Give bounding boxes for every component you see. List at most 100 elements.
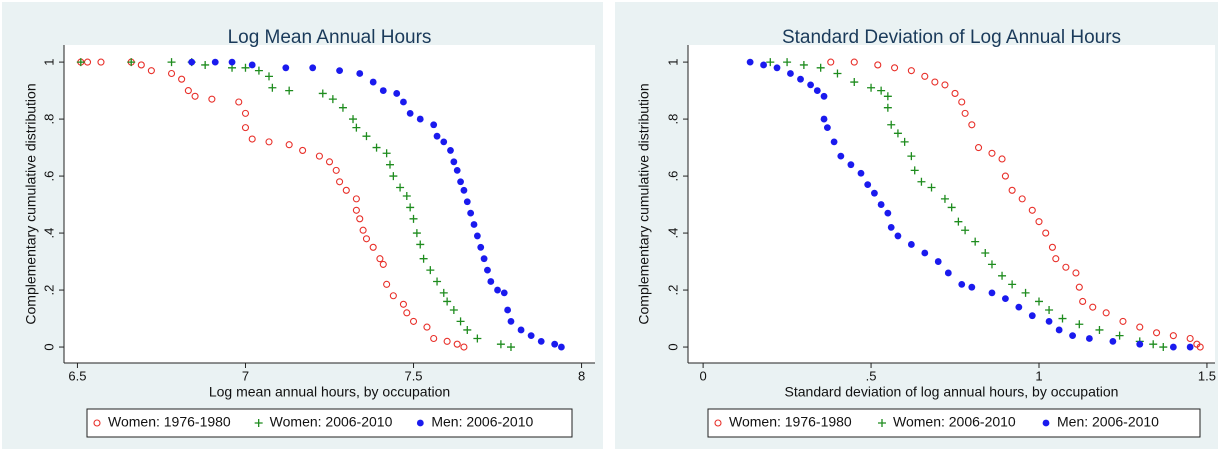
- data-point: [356, 215, 364, 223]
- data-point: [1045, 317, 1053, 325]
- data-point: [285, 141, 293, 149]
- data-point: [76, 58, 85, 67]
- data-point: [850, 58, 858, 66]
- data-point: [1042, 229, 1050, 237]
- data-point: [907, 152, 916, 161]
- data-point: [228, 58, 236, 66]
- data-point: [884, 209, 892, 217]
- data-point: [447, 147, 454, 154]
- data-point: [1102, 309, 1110, 317]
- legend-label: Men: 2006-2010: [431, 414, 533, 430]
- data-point: [893, 129, 902, 138]
- x-axis-label: Standard deviation of log annual hours, …: [785, 384, 1119, 400]
- data-point: [958, 280, 966, 288]
- data-point: [1028, 312, 1036, 320]
- x-tick-label: 0: [699, 368, 706, 383]
- data-point: [211, 58, 219, 66]
- data-point: [167, 69, 176, 78]
- data-point: [551, 340, 559, 348]
- data-point: [883, 92, 892, 101]
- data-point: [473, 232, 481, 240]
- data-point: [328, 95, 337, 104]
- data-point: [265, 72, 274, 81]
- data-point: [494, 286, 501, 294]
- data-point: [406, 203, 415, 212]
- data-point: [813, 87, 821, 94]
- data-point: [356, 70, 364, 77]
- data-point: [315, 152, 323, 160]
- y-axis-label: Complementary cumulative distribution: [636, 83, 652, 324]
- data-point: [416, 240, 425, 249]
- data-point: [383, 280, 391, 288]
- data-point: [850, 78, 859, 87]
- data-point: [877, 86, 886, 95]
- data-point: [359, 226, 367, 234]
- data-point: [241, 109, 250, 117]
- y-tick-label: 1: [665, 58, 680, 65]
- data-point: [338, 103, 347, 112]
- data-point: [907, 241, 915, 248]
- data-point: [453, 166, 461, 174]
- data-point: [927, 183, 936, 192]
- data-point: [500, 289, 508, 297]
- data-point: [443, 297, 452, 306]
- data-point: [460, 186, 468, 194]
- data-point: [746, 58, 754, 66]
- data-point: [309, 64, 317, 72]
- data-point: [248, 61, 256, 69]
- data-point: [944, 269, 952, 277]
- data-point: [1069, 332, 1076, 340]
- data-point: [921, 249, 929, 257]
- data-point: [147, 67, 155, 75]
- data-point: [760, 61, 767, 69]
- data-point: [871, 189, 878, 197]
- data-point: [807, 81, 814, 89]
- data-point: [1169, 332, 1177, 340]
- data-point: [282, 64, 290, 72]
- data-point: [1015, 303, 1023, 311]
- data-point: [1169, 343, 1177, 351]
- legend-box: [707, 408, 1201, 438]
- data-point: [1028, 206, 1036, 214]
- data-point: [389, 172, 398, 181]
- chart-title: Standard Deviation of Log Annual Hours: [782, 27, 1121, 48]
- legend-label: Women: 1976-1980: [729, 414, 852, 430]
- data-point: [1119, 317, 1127, 325]
- data-point: [352, 123, 361, 132]
- y-tick-label: .6: [41, 171, 56, 182]
- data-point: [1035, 297, 1043, 306]
- data-point: [403, 309, 411, 317]
- data-point: [1089, 303, 1097, 311]
- data-point: [265, 138, 273, 146]
- data-point: [1136, 340, 1144, 348]
- data-point: [430, 121, 438, 129]
- data-point: [342, 186, 350, 194]
- data-point: [787, 70, 794, 77]
- data-point: [352, 195, 360, 203]
- data-point: [1085, 335, 1093, 342]
- data-point: [396, 183, 405, 192]
- data-point: [1196, 343, 1204, 351]
- y-tick-label: .8: [665, 114, 680, 125]
- data-point: [349, 115, 358, 124]
- data-point: [379, 87, 387, 94]
- data-point: [947, 203, 956, 212]
- y-axis-label: Complementary cumulative distribution: [23, 83, 39, 324]
- data-point: [931, 78, 939, 86]
- data-point: [496, 340, 505, 349]
- data-point: [332, 166, 340, 174]
- legend-label: Women: 1976-1980: [108, 414, 231, 430]
- x-tick-label: 7: [242, 368, 249, 383]
- data-point: [951, 89, 959, 97]
- legend-marker: [93, 419, 101, 427]
- data-point: [797, 75, 804, 83]
- data-point: [463, 198, 471, 206]
- data-point: [1045, 306, 1054, 314]
- data-point: [184, 87, 192, 95]
- data-point: [1186, 334, 1194, 343]
- data-point: [887, 223, 895, 231]
- y-tick-label: 1: [41, 58, 56, 65]
- data-point: [1001, 172, 1009, 180]
- data-point: [416, 115, 424, 123]
